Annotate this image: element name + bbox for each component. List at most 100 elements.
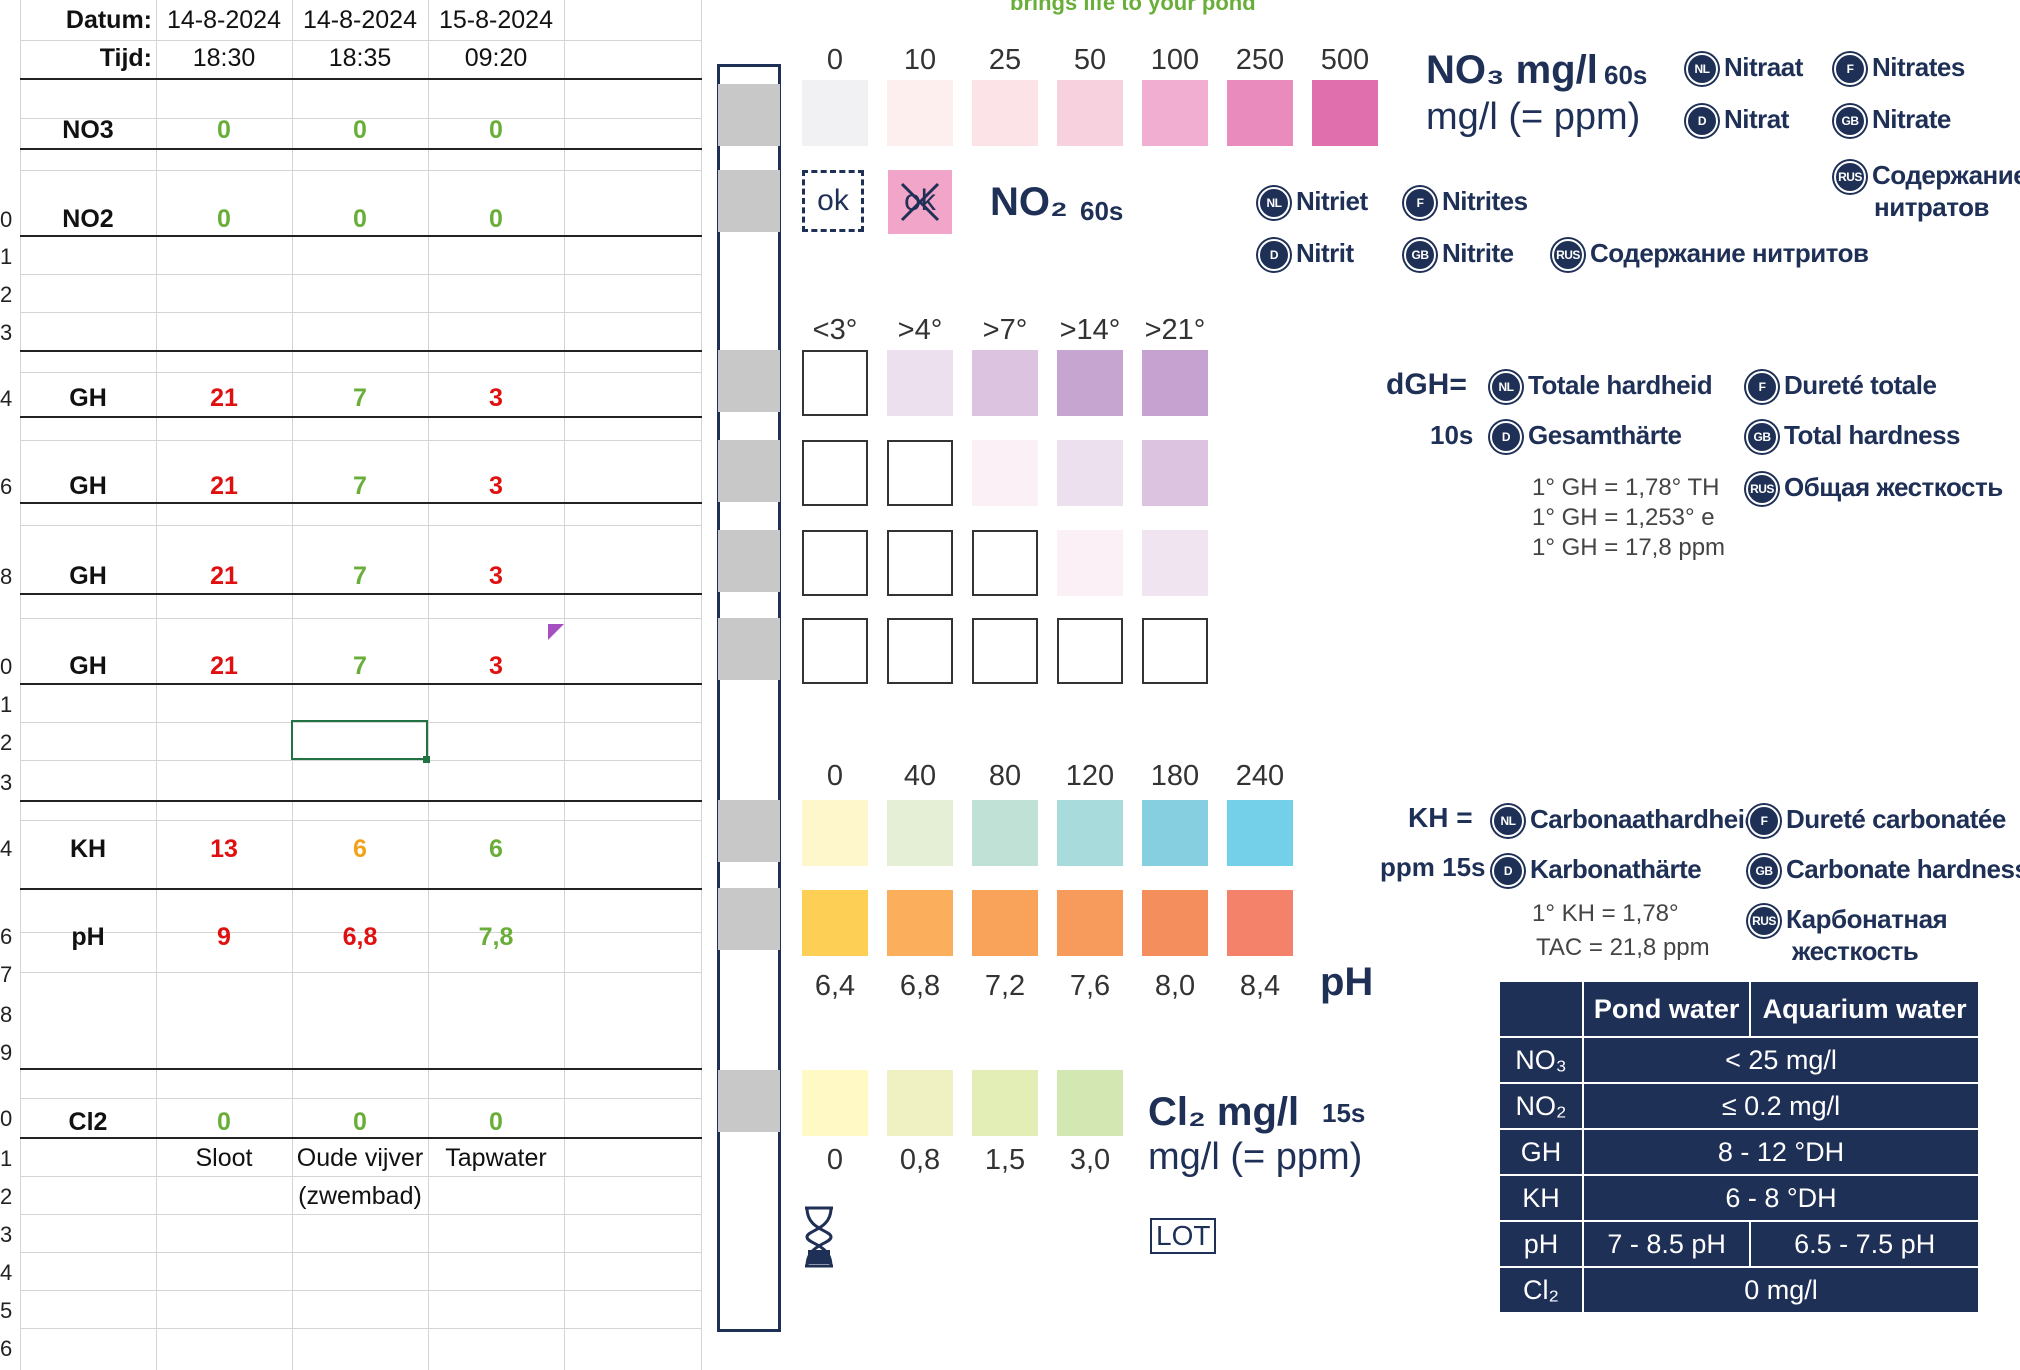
row-number[interactable]: 9 (0, 1040, 13, 1065)
measurement-cell[interactable]: 3 (489, 384, 503, 412)
row-number[interactable]: 2 (0, 1184, 13, 1209)
no3-scale-label: 0 (826, 44, 844, 76)
measurement-cell[interactable]: 0 (353, 1108, 367, 1136)
row-number[interactable]: 6 (0, 924, 13, 949)
row-number[interactable]: 1 (0, 1146, 13, 1171)
row-label[interactable]: GH (69, 652, 107, 680)
gh-time: 10s (1430, 420, 1474, 450)
row-number[interactable]: 0 (0, 1106, 13, 1131)
measurement-cell[interactable]: 21 (210, 384, 238, 412)
no3-scale-label: 50 (1073, 44, 1107, 76)
time-cell[interactable]: 18:35 (328, 44, 392, 72)
time-cell[interactable]: 18:30 (192, 44, 256, 72)
kh-name-f: Dureté carbonatée (1786, 804, 2006, 834)
measurement-cell[interactable]: 7 (353, 472, 367, 500)
tijd-label[interactable]: Tijd: (99, 44, 152, 72)
spreadsheet[interactable]: 0 1 2 3 4 6 8 0 1 2 3 4 6 7 8 9 0 1 2 3 … (0, 0, 702, 1370)
gh-empty-swatch (972, 618, 1038, 684)
row-label[interactable]: Cl2 (68, 1108, 108, 1136)
measurement-cell[interactable]: 21 (210, 652, 238, 680)
row-number[interactable]: 5 (0, 1298, 13, 1323)
measurement-cell[interactable]: 0 (217, 205, 231, 233)
no3-color-swatch (1312, 80, 1378, 146)
measurement-cell[interactable]: 7,8 (478, 923, 514, 951)
ref-value: 7 - 8.5 pH (1581, 1220, 1752, 1268)
measurement-cell[interactable]: 0 (489, 116, 503, 144)
gh-empty-swatch (802, 618, 868, 684)
row-number[interactable]: 1 (0, 244, 13, 269)
row-number[interactable]: 3 (0, 320, 13, 345)
cl2-color-swatch (972, 1070, 1038, 1136)
cl2-scale-label: 1,5 (984, 1144, 1026, 1176)
gh-scale-label: <3° (812, 314, 858, 346)
flag-rus-icon: RUS (1748, 905, 1780, 938)
measurement-cell[interactable]: 6,8 (342, 923, 378, 951)
date-cell[interactable]: 14-8-2024 (303, 6, 417, 34)
measurement-cell[interactable]: 0 (489, 205, 503, 233)
ref-param: KH (1498, 1174, 1584, 1222)
row-number[interactable]: 0 (0, 654, 13, 679)
measurement-cell[interactable]: 21 (210, 562, 238, 590)
ref-param: GH (1498, 1128, 1584, 1176)
row-label[interactable]: GH (69, 472, 107, 500)
gh-color-swatch (1142, 530, 1208, 596)
measurement-cell[interactable]: 6 (489, 835, 503, 863)
row-label[interactable]: NO2 (62, 205, 114, 233)
row-number[interactable]: 4 (0, 836, 13, 861)
row-number[interactable]: 1 (0, 692, 13, 717)
comment-indicator[interactable] (548, 624, 564, 640)
no3-color-swatch (972, 80, 1038, 146)
ref-value: 0 mg/l (1582, 1266, 1980, 1314)
measurement-cell[interactable]: 6 (353, 835, 367, 863)
date-cell[interactable]: 14-8-2024 (167, 6, 281, 34)
row-number[interactable]: 4 (0, 386, 13, 411)
measurement-cell[interactable]: 13 (210, 835, 238, 863)
measurement-cell[interactable]: 3 (489, 472, 503, 500)
row-number[interactable]: 6 (0, 1336, 13, 1361)
row-number[interactable]: 3 (0, 1222, 13, 1247)
datum-label[interactable]: Datum: (65, 6, 152, 34)
measurement-cell[interactable]: 7 (353, 384, 367, 412)
measurement-cell[interactable]: 3 (489, 562, 503, 590)
row-number[interactable]: 8 (0, 1002, 13, 1027)
measurement-cell[interactable]: 3 (489, 652, 503, 680)
row-label[interactable]: GH (69, 384, 107, 412)
source-label[interactable]: Tapwater (445, 1144, 547, 1172)
strip-pad-no3 (718, 84, 780, 146)
measurement-cell[interactable]: 21 (210, 472, 238, 500)
row-number[interactable]: 8 (0, 564, 13, 589)
date-cell[interactable]: 15-8-2024 (439, 6, 553, 34)
row-number[interactable]: 2 (0, 282, 13, 307)
cl2-color-swatch (887, 1070, 953, 1136)
source-sublabel[interactable]: (zwembad) (298, 1182, 422, 1210)
row-number[interactable]: 3 (0, 770, 13, 795)
row-number[interactable]: 2 (0, 730, 13, 755)
measurement-cell[interactable]: 0 (353, 205, 367, 233)
ref-value: 6.5 - 7.5 pH (1749, 1220, 1980, 1268)
row-number[interactable]: 6 (0, 474, 13, 499)
row-number[interactable]: 7 (0, 962, 13, 987)
selected-cell[interactable] (291, 720, 428, 760)
gh-color-swatch (1142, 440, 1208, 506)
measurement-cell[interactable]: 0 (217, 1108, 231, 1136)
row-label[interactable]: KH (69, 835, 107, 863)
measurement-cell[interactable]: 0 (217, 116, 231, 144)
measurement-cell[interactable]: 0 (489, 1108, 503, 1136)
row-label[interactable]: pH (71, 923, 105, 951)
time-cell[interactable]: 09:20 (464, 44, 528, 72)
fill-handle[interactable] (423, 756, 430, 763)
measurement-cell[interactable]: 7 (353, 562, 367, 590)
ph-color-swatch (887, 890, 953, 956)
measurement-cell[interactable]: 7 (353, 652, 367, 680)
ph-color-swatch (1142, 890, 1208, 956)
gh-empty-swatch (802, 440, 868, 506)
gh-scale-label: >14° (1059, 314, 1121, 346)
row-label[interactable]: NO3 (62, 116, 114, 144)
source-label[interactable]: Sloot (195, 1144, 253, 1172)
measurement-cell[interactable]: 9 (217, 923, 231, 951)
measurement-cell[interactable]: 0 (353, 116, 367, 144)
row-label[interactable]: GH (69, 562, 107, 590)
row-number[interactable]: 4 (0, 1260, 13, 1285)
source-label[interactable]: Oude vijver (296, 1144, 424, 1172)
row-number[interactable]: 0 (0, 207, 13, 232)
